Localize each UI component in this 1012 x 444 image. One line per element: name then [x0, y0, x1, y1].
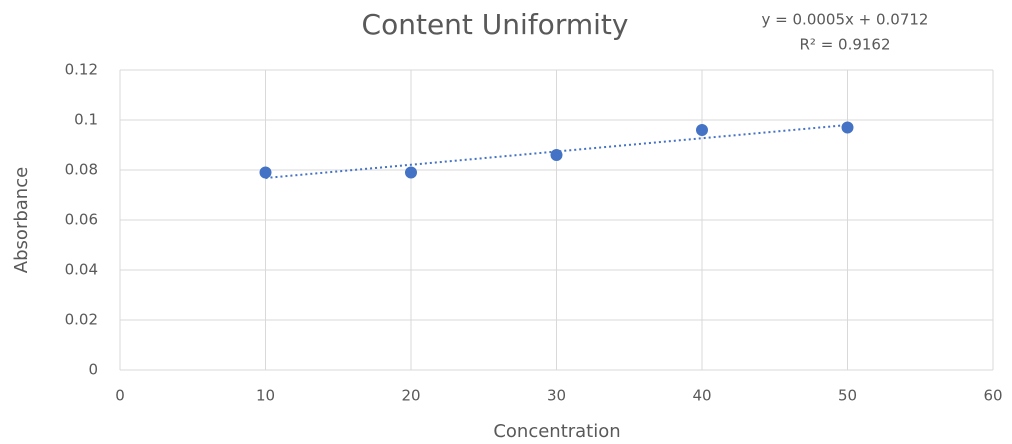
y-tick-label: 0.06	[65, 211, 98, 229]
y-tick-label: 0.12	[65, 61, 98, 79]
x-tick-label: 0	[115, 387, 125, 405]
data-point	[841, 121, 854, 134]
x-axis-label: Concentration	[493, 421, 620, 442]
data-point	[696, 124, 708, 136]
chart-title: Content Uniformity	[362, 8, 629, 41]
data-point	[259, 166, 272, 179]
data-point	[550, 149, 563, 161]
x-tick-label: 20	[401, 387, 420, 405]
y-tick-label: 0.02	[65, 311, 98, 329]
x-tick-label: 30	[547, 387, 566, 405]
trendline-equation: y = 0.0005x + 0.0712	[762, 11, 929, 29]
x-tick-label: 40	[692, 387, 711, 405]
y-axis-label: Absorbance	[11, 167, 32, 273]
x-tick-label: 50	[838, 387, 857, 405]
x-tick-label: 60	[983, 387, 1002, 405]
x-tick-label: 10	[256, 387, 275, 405]
data-point	[405, 166, 417, 179]
y-tick-label: 0.1	[74, 111, 98, 129]
r-squared: R² = 0.9162	[799, 36, 890, 54]
y-tick-label: 0.08	[65, 161, 98, 179]
y-tick-label: 0.04	[65, 261, 98, 279]
y-tick-label: 0	[88, 361, 98, 379]
